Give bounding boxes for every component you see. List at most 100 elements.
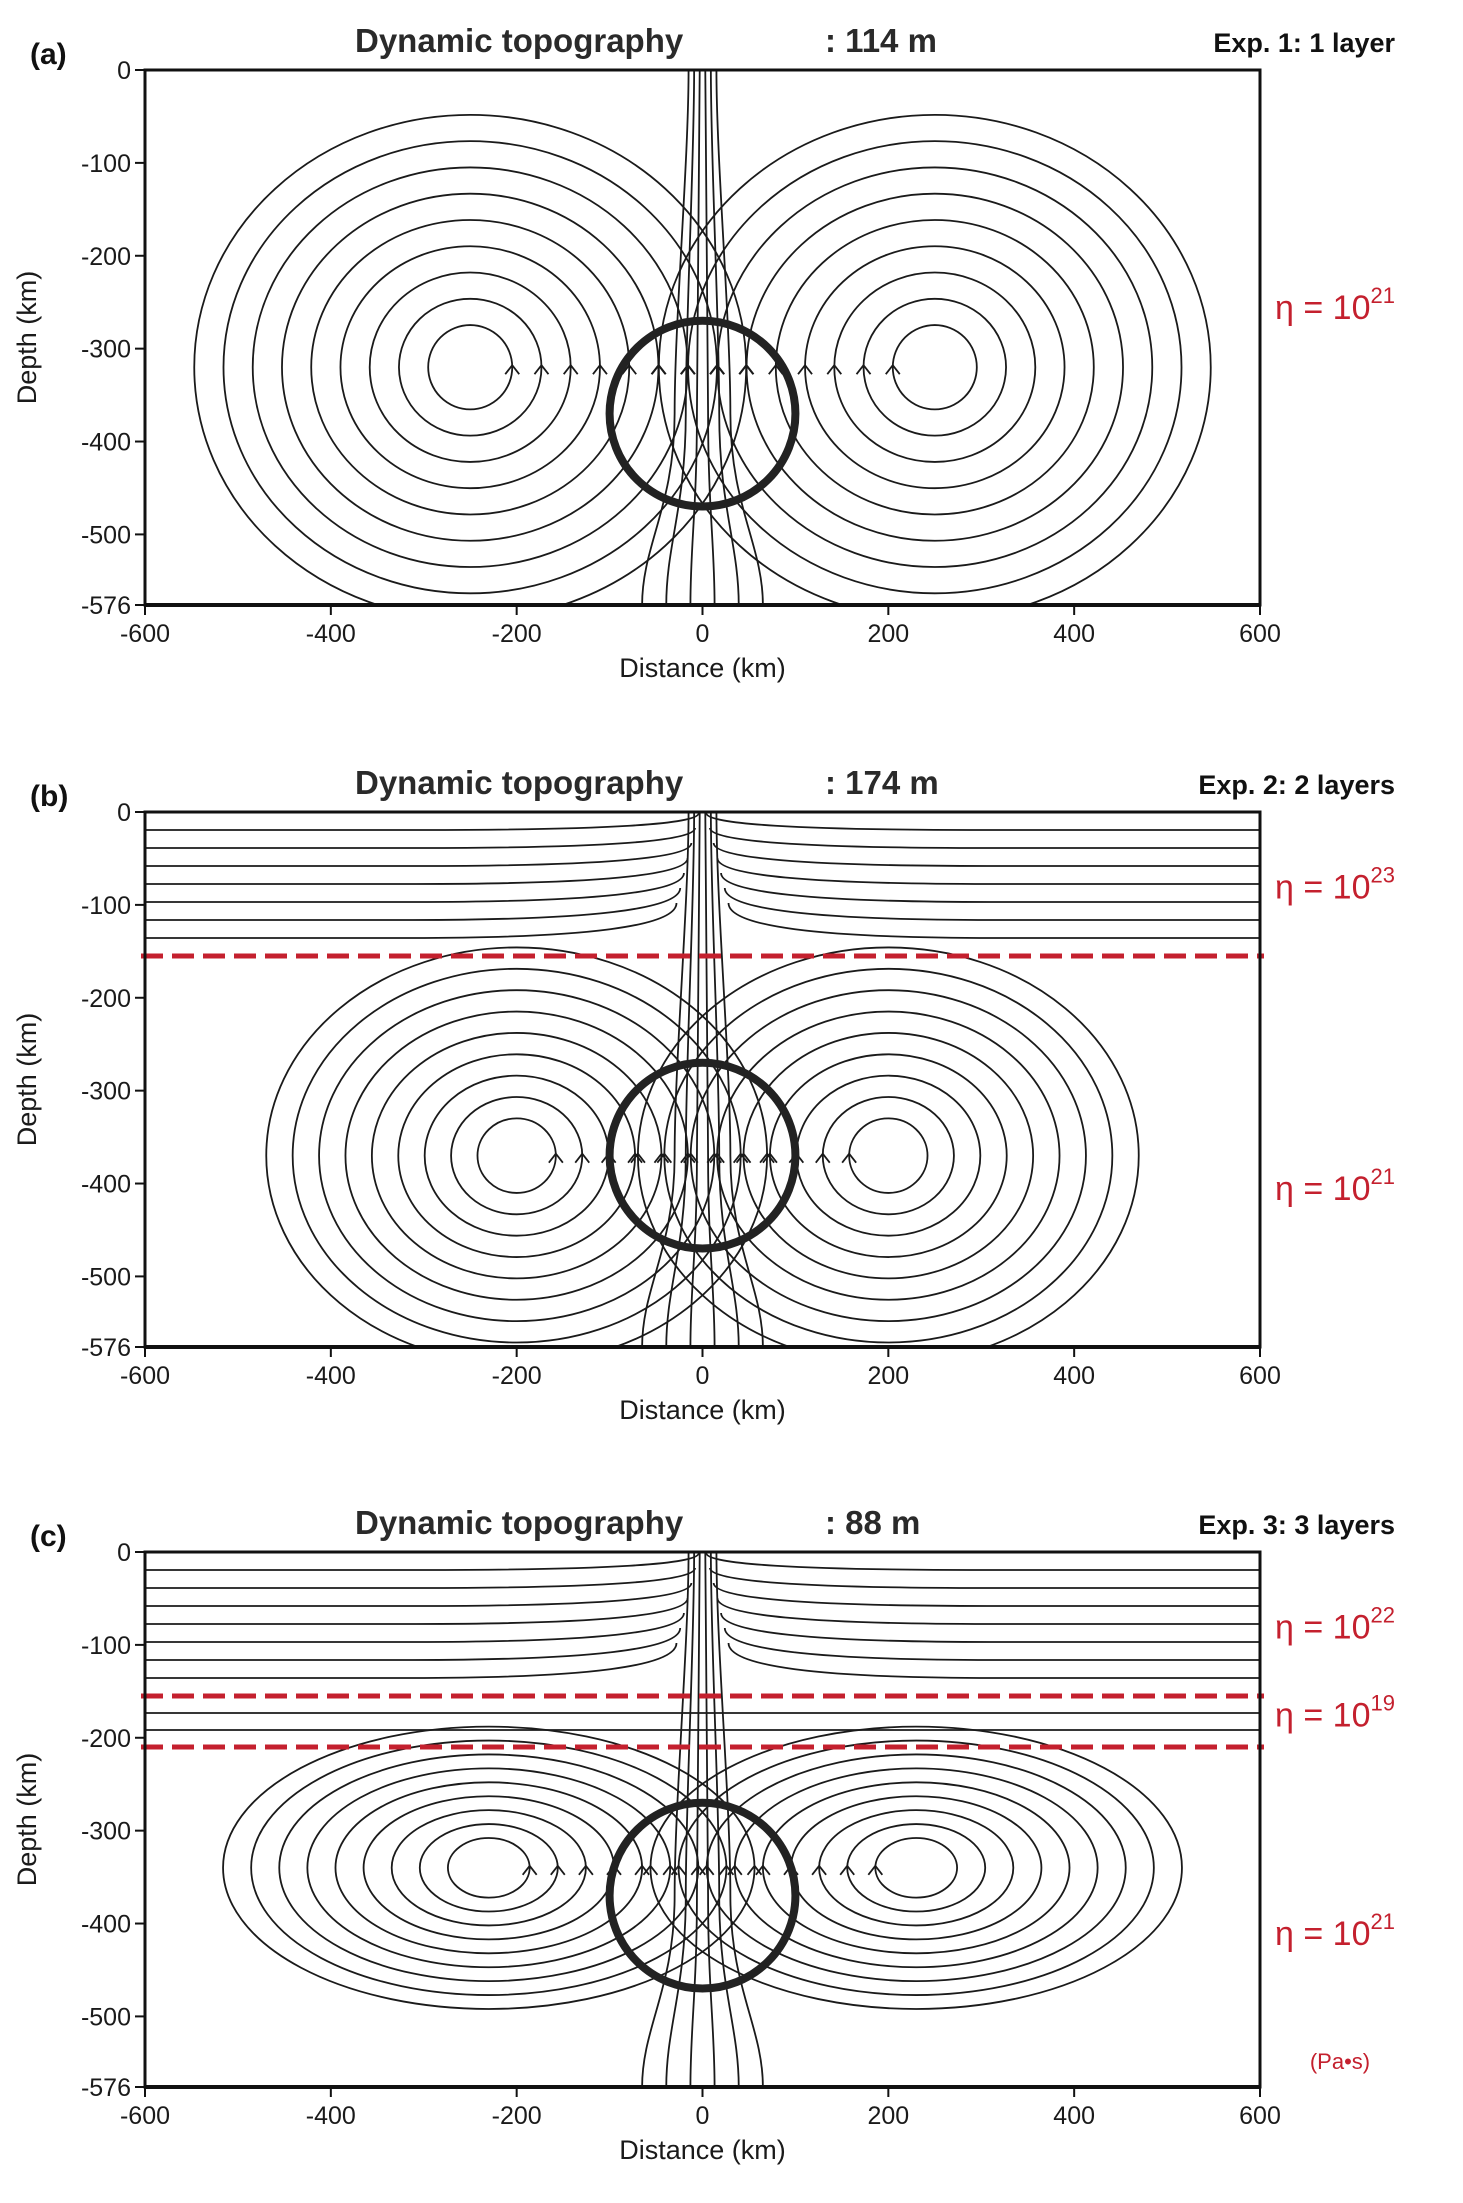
flow-arrow [732,1152,749,1164]
upper-layer-streamline [716,1597,1260,1625]
cell-streamline [368,271,572,463]
cell-streamline [222,1725,756,2010]
x-tick-label: 600 [1239,2102,1281,2130]
y-tick-label: -500 [81,2003,131,2031]
upper-layer-streamline [145,1627,682,1661]
cell-streamline [427,324,514,411]
viscosity-label: η = 1022 [1275,1602,1395,1646]
cell-streamline [689,989,1087,1323]
central-flow-line [715,1552,764,2087]
flow-arrow [755,1864,771,1876]
upper-layer-streamline [145,872,685,903]
panel-label: (b) [30,780,68,813]
cell-streamline [862,297,1007,437]
y-tick-label: -200 [81,243,131,271]
flow-arrow [885,363,901,375]
flow-arrow [811,1864,827,1876]
x-tick-label: 200 [867,620,909,648]
y-tick-label: -200 [81,1725,131,1753]
flow-arrow [621,363,637,375]
cell-streamline [265,946,768,1347]
flow-arrow [548,1152,564,1164]
cell-streamline [649,1725,1183,2010]
x-tick-label: 0 [696,620,710,648]
cell-streamline [291,967,742,1344]
cell-streamline [370,1032,663,1280]
viscosity-label: η = 1019 [1275,1691,1395,1735]
flow-arrow [550,1864,566,1876]
streamlines [145,812,1260,1347]
cell-streamline [362,1795,615,1941]
experiment-label: Exp. 2: 2 layers [1198,770,1395,800]
cell-streamline [742,1032,1035,1280]
cell-streamline [716,166,1154,568]
upper-layer-streamline [705,1552,1260,1571]
cell-streamline [637,946,1140,1347]
upper-layer-streamline [145,1642,678,1679]
y-axis-title: Depth (km) [12,1013,42,1147]
flow-arrow [867,1864,884,1876]
cell-streamline [250,1739,728,1996]
x-tick-label: 200 [867,2102,909,2130]
upper-layer-streamline [723,1627,1260,1661]
upper-layer-streamline [145,1612,685,1643]
cell-streamline [846,1823,987,1913]
y-tick-label: -400 [81,1911,131,1939]
flow-arrow [504,363,520,375]
cell-streamline [310,219,631,516]
cell-streamline [891,324,978,411]
flow-arrow [738,363,755,375]
central-flow-line [689,1552,701,2087]
panel-title: Dynamic topography [355,1504,684,1541]
y-tick-label: -576 [81,2074,131,2102]
y-tick-label: -576 [81,1334,131,1362]
cell-streamline [774,219,1095,516]
central-flow-line [665,1552,696,2087]
upper-layer-streamline [709,1567,1260,1589]
y-tick-label: 0 [117,1539,131,1567]
upper-layer-streamline [716,857,1260,885]
x-axis-title: Distance (km) [619,653,786,683]
cell-streamline [848,1117,929,1194]
viscosity-exponent: 21 [1370,283,1394,308]
cell-streamline [804,245,1066,490]
cell-streamline [344,1010,689,1301]
central-flow-line [704,1552,716,2087]
cell-streamline [733,1767,1099,1969]
flow-arrow [592,363,608,375]
dense-sphere [605,1798,800,1993]
y-tick-label: -400 [81,1171,131,1199]
x-tick-label: 600 [1239,1362,1281,1390]
flow-arrow [627,1152,643,1164]
cell-streamline [398,297,543,437]
panel-title: Dynamic topography [355,22,684,59]
cell-streamline [677,1739,1155,1996]
central-flow-line [715,70,764,605]
y-tick-label: 0 [117,57,131,85]
upper-layer-streamline [712,842,1260,867]
y-tick-label: -200 [81,985,131,1013]
upper-layer-streamline [720,872,1260,903]
y-tick-label: -576 [81,592,131,620]
topography-value: : 114 m [825,22,937,59]
central-flow-line [641,1552,690,2087]
dense-sphere [605,1058,800,1253]
upper-layer-streamline [727,1642,1260,1679]
flow-arrow [727,1864,743,1876]
y-tick-label: 0 [117,799,131,827]
panel-a: -600 -400 -200 0 200 400 600 0 -100 -200 -300 -400 -… [12,22,1395,683]
cell-streamline [658,114,1212,605]
x-tick-label: 200 [867,1362,909,1390]
flow-arrow [578,1864,594,1876]
cell-streamline [687,140,1183,595]
flow-arrow [826,363,842,375]
flow-arrow [709,1152,725,1164]
viscosity-exponent: 19 [1370,1691,1394,1716]
flow-arrow [797,363,813,375]
cell-streamline [193,114,747,605]
topography-value: : 174 m [825,764,939,801]
central-flow-line [715,812,764,1347]
central-flow-line [641,70,690,605]
upper-layer-streamline [145,1582,693,1607]
